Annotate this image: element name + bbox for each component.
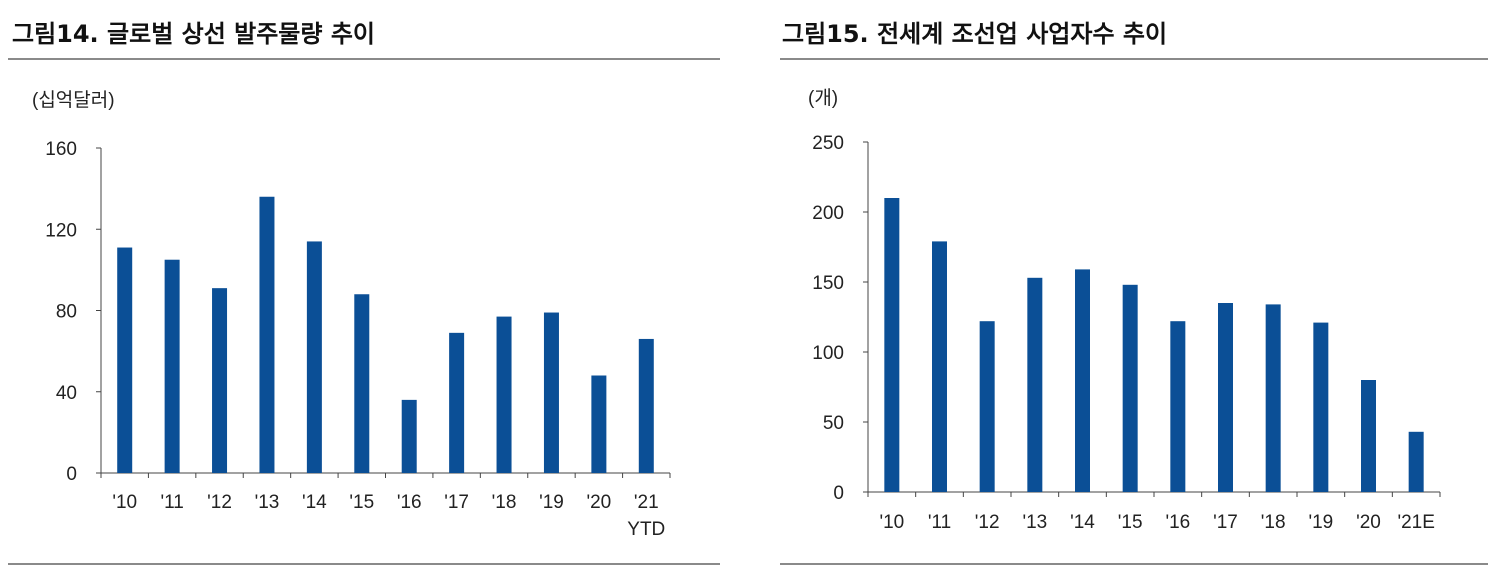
chart-panel-right: 그림15. 전세계 조선업 사업자수 추이 (개) 0 50 100 150 200 250… xyxy=(780,0,1494,570)
bar xyxy=(932,241,947,492)
y-tick-label: 0 xyxy=(833,483,844,504)
chart-title: 그림15. 전세계 조선업 사업자수 추이 xyxy=(782,20,1168,48)
x-tick-label: '16 xyxy=(397,492,422,513)
bar xyxy=(1218,303,1233,492)
bottom-divider xyxy=(8,563,720,565)
bar xyxy=(1361,380,1376,492)
x-tick-label: '15 xyxy=(349,492,374,513)
bar xyxy=(449,332,465,473)
bar xyxy=(591,375,607,473)
bar-chart-shipbuilders: (개) 0 50 100 150 200 250 '10 '11 '12 '13 '14 '15 '16 '… xyxy=(808,87,1441,533)
x-tick-label: '15 xyxy=(1118,512,1143,533)
title-divider xyxy=(780,58,1488,60)
x-tick-label: '14 xyxy=(302,492,327,513)
x-tick-label: '20 xyxy=(1356,512,1381,533)
bar xyxy=(259,196,275,473)
x-tick-label: '14 xyxy=(1070,512,1095,533)
x-tick-label: '10 xyxy=(879,512,904,533)
bar xyxy=(1075,269,1090,492)
x-tick-label: '17 xyxy=(1213,512,1238,533)
y-tick-label: 80 xyxy=(56,302,77,323)
bar xyxy=(543,312,559,473)
x-tick-label: '18 xyxy=(1261,512,1286,533)
chart-panel-left: 그림14. 글로벌 상선 발주물량 추이 (십억달러) 0 40 80 120 160 '1… xyxy=(0,0,720,570)
y-tick-label: 120 xyxy=(45,220,77,241)
y-tick-label: 50 xyxy=(823,413,844,434)
x-tick-label: '16 xyxy=(1165,512,1190,533)
y-tick-label: 100 xyxy=(812,343,844,364)
x-tick-label: '21E xyxy=(1397,512,1434,533)
bar xyxy=(1265,304,1281,492)
x-tick-label: YTD xyxy=(627,519,665,540)
bar xyxy=(117,247,133,473)
y-tick-label: 0 xyxy=(66,464,77,485)
bar xyxy=(1027,277,1043,492)
x-tick-label: '12 xyxy=(975,512,1000,533)
x-tick-label: '19 xyxy=(539,492,564,513)
x-tick-label: '20 xyxy=(586,492,611,513)
y-tick-label: 150 xyxy=(812,273,844,294)
bar xyxy=(164,259,180,473)
x-tick-label: '19 xyxy=(1308,512,1333,533)
y-axis-unit-label: (십억달러) xyxy=(32,89,115,111)
x-tick-label: '11 xyxy=(928,512,951,533)
x-tick-label: '21 xyxy=(634,492,659,513)
x-tick-label: '17 xyxy=(444,492,469,513)
bottom-divider xyxy=(780,563,1488,565)
bar xyxy=(1170,321,1186,492)
bar xyxy=(979,321,995,492)
x-tick-label: '10 xyxy=(112,492,137,513)
y-tick-label: 200 xyxy=(812,203,844,224)
bar xyxy=(212,288,228,473)
x-tick-label: '13 xyxy=(1022,512,1047,533)
bar xyxy=(638,338,654,473)
x-tick-label: '18 xyxy=(492,492,517,513)
y-tick-label: 250 xyxy=(812,133,844,154)
chart-title: 그림14. 글로벌 상선 발주물량 추이 xyxy=(12,20,375,48)
bar xyxy=(496,316,512,473)
title-divider xyxy=(8,58,720,60)
x-tick-label: '12 xyxy=(207,492,232,513)
x-tick-label: '13 xyxy=(255,492,280,513)
y-axis-unit-label: (개) xyxy=(808,87,838,109)
bar xyxy=(1408,431,1424,492)
bar-chart-orders: (십억달러) 0 40 80 120 160 '10 '11 '12 '13 '14 '15 '16 '1… xyxy=(32,89,671,540)
bar xyxy=(1122,284,1138,492)
bar xyxy=(1313,322,1329,492)
bar xyxy=(401,399,417,473)
y-tick-label: 160 xyxy=(45,139,77,160)
bar xyxy=(884,198,900,492)
bar xyxy=(354,294,370,473)
x-tick-label: '11 xyxy=(160,492,183,513)
y-tick-label: 40 xyxy=(56,383,77,404)
bar xyxy=(306,241,322,473)
